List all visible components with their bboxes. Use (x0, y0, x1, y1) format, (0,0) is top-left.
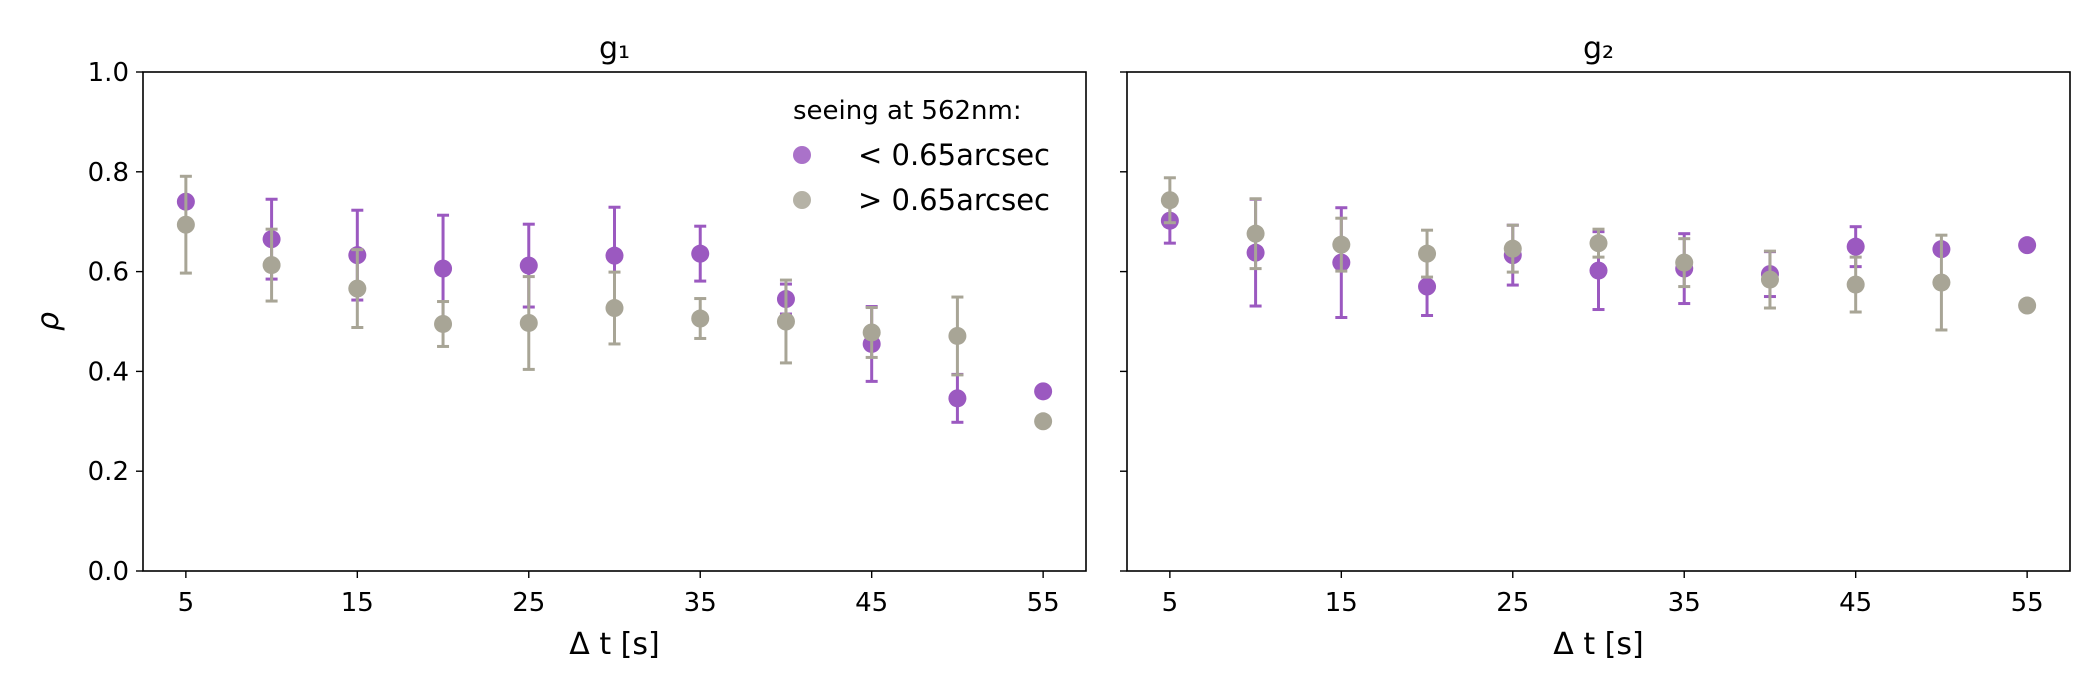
y-tick-label: 0.8 (88, 158, 129, 188)
data-point (1418, 244, 1437, 263)
x-tick-label: 15 (1325, 588, 1358, 618)
legend: seeing at 562nm: < 0.65arcsec > 0.65arcsec (793, 96, 1050, 217)
data-point (605, 246, 624, 265)
data-point (776, 312, 795, 331)
data-point (862, 323, 881, 342)
data-point (1503, 239, 1522, 258)
x-axis-label: Δ t [s] (569, 627, 659, 662)
data-point (1932, 273, 1951, 292)
data-point (691, 244, 710, 263)
y-axis-label: ρ (31, 312, 66, 331)
x-tick-label: 25 (512, 588, 545, 618)
panel-g1: 5 15 25 35 45 55 0.0 0.2 0.4 0.6 0.8 1.0 g₁ Δ t [s] ρ s… (31, 31, 1087, 662)
data-point (1675, 253, 1694, 272)
data-point (1846, 237, 1865, 256)
legend-title: seeing at 562nm: (793, 96, 1022, 126)
data-point (1589, 234, 1608, 253)
panel-g2: 5 15 25 35 45 55 g₂ Δ t [s] (1120, 31, 2071, 662)
data-point (1246, 224, 1265, 243)
plot-frame (1126, 71, 2071, 572)
data-point (1034, 412, 1053, 431)
data-point (262, 256, 281, 275)
y-tick-label: 0.6 (88, 258, 129, 288)
y-tick-label: 0.0 (88, 557, 129, 587)
legend-label: < 0.65arcsec (858, 138, 1050, 172)
x-axis-label: Δ t [s] (1553, 627, 1643, 662)
data-point (2018, 296, 2037, 315)
data-point (2018, 236, 2037, 255)
x-tick-label: 35 (1668, 588, 1701, 618)
x-tick-label: 15 (341, 588, 374, 618)
y-tick-label: 1.0 (88, 58, 129, 88)
y-tick-label: 0.2 (88, 457, 129, 487)
data-point (1160, 191, 1179, 210)
x-tick-label: 45 (855, 588, 888, 618)
series-above-065 (176, 174, 1053, 431)
x-tick-label: 25 (1496, 588, 1529, 618)
data-point (605, 299, 624, 318)
data-point (1418, 277, 1437, 296)
x-tick-label: 5 (178, 588, 195, 618)
data-point (948, 326, 967, 345)
series-above-065 (1160, 176, 2037, 332)
data-point (1589, 261, 1608, 280)
y-tick-label: 0.4 (88, 357, 129, 387)
legend-marker (793, 191, 811, 209)
data-point (348, 279, 367, 298)
data-point (519, 256, 538, 275)
data-point (1846, 275, 1865, 294)
plot-frame (142, 71, 1087, 572)
x-tick-label: 45 (1839, 588, 1872, 618)
data-point (1760, 270, 1779, 289)
data-point (176, 215, 195, 234)
data-point (948, 389, 967, 408)
x-tick-label: 55 (2011, 588, 2044, 618)
data-point (1034, 382, 1053, 401)
data-point (691, 309, 710, 328)
legend-label: > 0.65arcsec (858, 183, 1050, 217)
data-point (519, 313, 538, 332)
data-point (1332, 235, 1351, 254)
legend-marker (793, 146, 811, 164)
x-tick-label: 5 (1162, 588, 1179, 618)
x-tick-label: 55 (1027, 588, 1060, 618)
x-tick-label: 35 (684, 588, 717, 618)
chart-title: g₂ (1583, 31, 1614, 66)
data-point (434, 314, 453, 333)
data-point (434, 259, 453, 278)
chart-title: g₁ (599, 31, 630, 66)
